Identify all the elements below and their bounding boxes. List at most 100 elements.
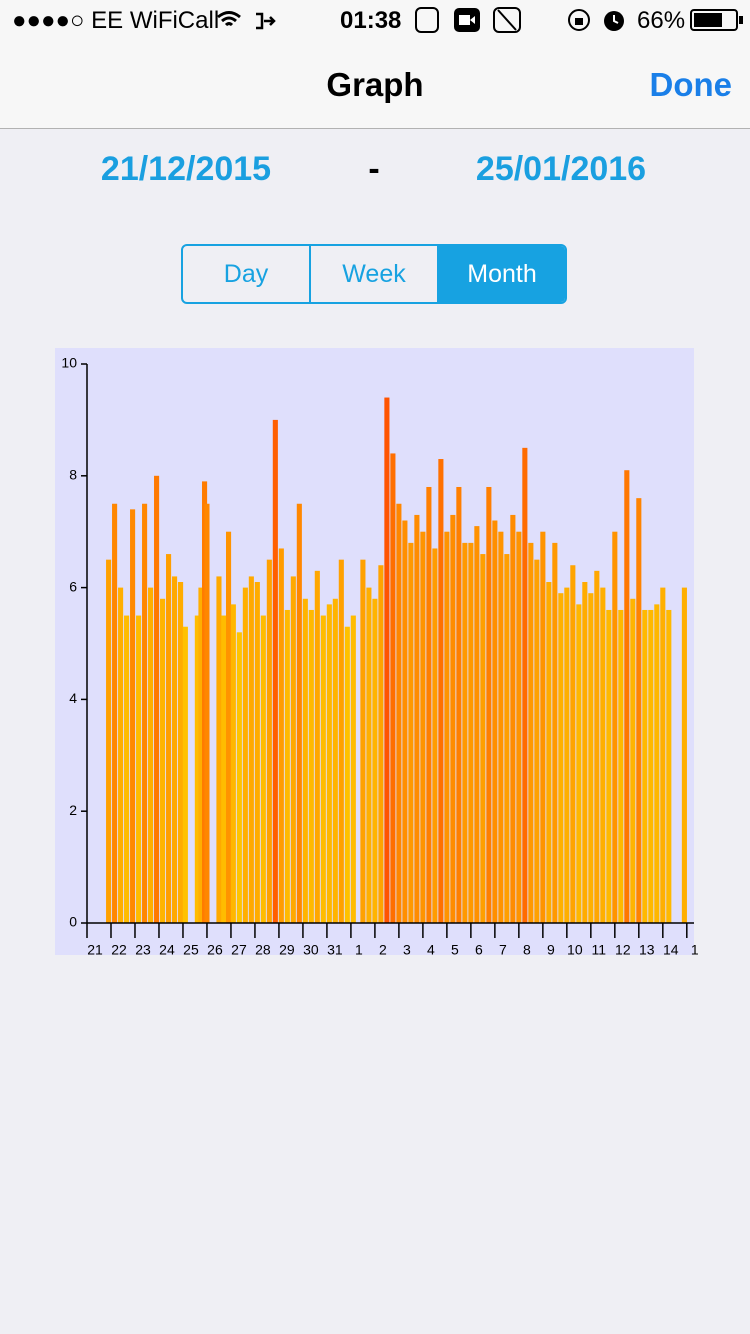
date-range: 21/12/2015 - 25/01/2016 xyxy=(0,150,750,196)
bar xyxy=(221,615,227,923)
bar xyxy=(384,397,390,923)
bar xyxy=(528,542,534,923)
bar xyxy=(546,582,552,923)
x-tick-label: 10 xyxy=(567,942,583,958)
bar xyxy=(366,587,372,923)
bar xyxy=(570,565,576,923)
bar xyxy=(426,486,432,923)
bar xyxy=(438,459,444,923)
x-tick-label: 6 xyxy=(475,942,483,958)
x-tick-label: 29 xyxy=(279,942,295,958)
y-tick-label: 6 xyxy=(69,578,77,594)
x-tick-label: 12 xyxy=(615,942,631,958)
bar xyxy=(654,604,660,923)
bar xyxy=(456,486,462,923)
x-tick-label: 11 xyxy=(592,942,607,958)
battery-icon xyxy=(690,9,743,31)
x-tick-label: 1 xyxy=(355,942,363,958)
status-icons-mid xyxy=(415,7,521,33)
bar xyxy=(642,609,648,923)
bar xyxy=(332,598,338,923)
bar xyxy=(148,587,154,923)
bar xyxy=(414,514,420,923)
bar xyxy=(564,587,570,923)
bar xyxy=(588,593,594,923)
bar xyxy=(420,531,426,923)
bar xyxy=(226,531,232,923)
end-date[interactable]: 25/01/2016 xyxy=(475,150,647,188)
bar xyxy=(230,604,236,923)
y-tick-label: 8 xyxy=(69,467,77,483)
bar xyxy=(344,626,350,923)
bar xyxy=(182,626,188,923)
bar xyxy=(606,609,612,923)
battery-text: 66% xyxy=(637,7,686,34)
bar xyxy=(660,587,666,923)
x-tick-label: 23 xyxy=(135,942,151,958)
x-tick-label: 13 xyxy=(639,942,655,958)
bar xyxy=(594,570,600,923)
x-tick-label: 4 xyxy=(427,942,435,958)
bar xyxy=(326,604,332,923)
x-tick-label: 27 xyxy=(231,942,247,958)
done-button[interactable]: Done xyxy=(649,66,733,103)
bar xyxy=(510,514,516,923)
bar xyxy=(630,598,636,923)
segment[interactable]: Day xyxy=(223,259,269,288)
x-tick-label: 25 xyxy=(183,942,199,958)
status-icons xyxy=(217,11,276,30)
bar xyxy=(612,531,618,923)
y-tick-label: 4 xyxy=(69,690,77,706)
bar xyxy=(178,582,184,923)
bar xyxy=(302,598,308,923)
segment[interactable]: Month xyxy=(437,246,565,302)
nav-bar: Graph Done xyxy=(0,40,750,129)
bar xyxy=(504,554,510,923)
bar xyxy=(308,609,314,923)
start-date[interactable]: 21/12/2015 xyxy=(100,150,272,188)
bar xyxy=(444,531,450,923)
bar xyxy=(112,503,118,923)
bar xyxy=(540,531,546,923)
x-tick-label: 8 xyxy=(523,942,531,958)
bar xyxy=(106,559,112,923)
bar xyxy=(486,486,492,923)
bar xyxy=(172,576,178,923)
bar xyxy=(254,582,260,923)
bar xyxy=(576,604,582,923)
bar xyxy=(480,554,486,923)
segment[interactable]: Week xyxy=(309,246,437,302)
bar xyxy=(136,615,142,923)
bar xyxy=(296,503,302,923)
date-separator: - xyxy=(368,150,380,188)
bar xyxy=(160,598,166,923)
bar xyxy=(432,548,438,923)
bar xyxy=(390,453,396,923)
x-tick-label: 30 xyxy=(303,942,319,958)
bar xyxy=(474,526,480,923)
bar xyxy=(558,593,564,923)
bar xyxy=(338,559,344,923)
bar xyxy=(290,576,296,923)
segmented-control: Day Week Month xyxy=(181,244,567,304)
bar xyxy=(582,582,588,923)
x-tick-label: 7 xyxy=(499,942,507,958)
bar xyxy=(402,520,408,923)
bar xyxy=(204,503,210,923)
bar xyxy=(278,548,284,923)
x-tick-label: 21 xyxy=(87,942,103,958)
y-tick-label: 10 xyxy=(61,355,77,371)
x-tick-label: 28 xyxy=(255,942,271,958)
bar xyxy=(600,587,606,923)
bar xyxy=(462,542,468,923)
bar xyxy=(194,615,200,923)
bar xyxy=(154,475,160,923)
bar xyxy=(198,587,204,923)
bar xyxy=(242,587,248,923)
x-tick-label: 3 xyxy=(403,942,411,958)
x-tick-label: 14 xyxy=(663,942,679,958)
bar xyxy=(142,503,148,923)
bar xyxy=(516,531,522,923)
x-tick-label: 5 xyxy=(451,942,459,958)
